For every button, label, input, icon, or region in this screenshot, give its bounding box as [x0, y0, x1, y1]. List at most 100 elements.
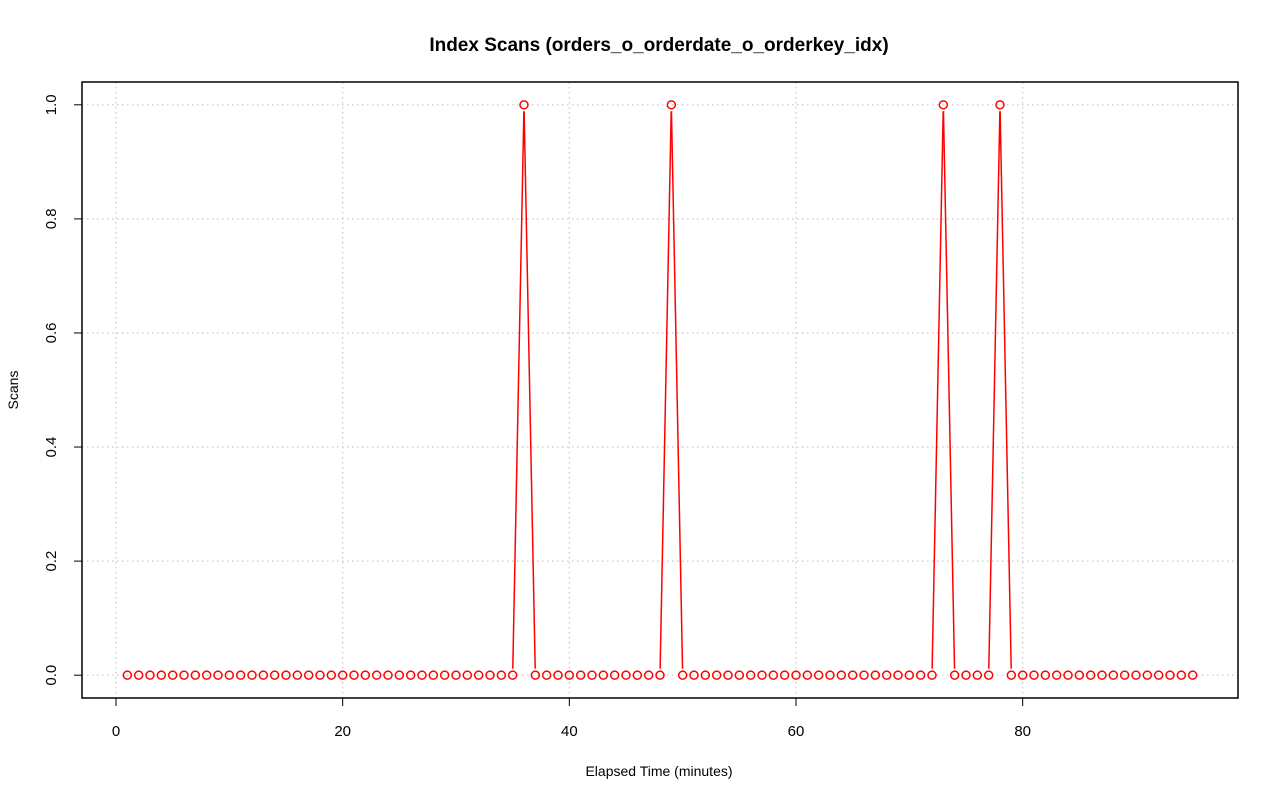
data-point — [791, 670, 801, 680]
data-point — [201, 670, 212, 680]
x-axis: 0 20 40 60 80 — [112, 698, 1031, 740]
data-point — [315, 670, 325, 680]
data-point — [1153, 670, 1164, 680]
series-segment — [670, 111, 684, 669]
data-point — [949, 670, 960, 680]
data-point — [700, 670, 711, 680]
data-point — [1187, 670, 1198, 680]
data-point — [258, 670, 269, 680]
y-tick-label: 0.2 — [43, 551, 60, 572]
data-point — [507, 670, 518, 680]
data-point — [961, 670, 971, 680]
data-point — [1165, 670, 1175, 680]
data-point — [1119, 670, 1130, 680]
data-point — [1142, 670, 1153, 680]
y-tick-label: 0.8 — [43, 208, 60, 229]
data-point — [836, 670, 847, 680]
data-point — [689, 670, 699, 680]
data-point — [655, 670, 665, 680]
data-point — [133, 670, 144, 680]
data-point — [417, 670, 427, 680]
data-point — [1029, 670, 1039, 680]
data-point — [1063, 670, 1073, 680]
data-point — [360, 670, 371, 680]
data-point — [337, 670, 348, 680]
data-point — [881, 670, 892, 680]
data-point — [1085, 670, 1096, 680]
data-point — [575, 670, 586, 680]
data-point — [621, 670, 631, 680]
data-point — [303, 670, 314, 680]
data-point — [530, 670, 541, 680]
data-point — [224, 670, 235, 680]
data-point — [439, 670, 450, 680]
chart-title: Index Scans (orders_o_orderdate_o_orderk… — [429, 35, 888, 56]
data-point — [847, 670, 858, 680]
data-point — [757, 670, 767, 680]
data-point — [281, 670, 291, 680]
data-point — [462, 670, 473, 680]
series-segment — [659, 111, 672, 669]
data-point — [632, 670, 643, 680]
data-point — [677, 670, 688, 680]
data-point — [1176, 670, 1187, 680]
data-point — [995, 100, 1005, 110]
x-axis-label: Elapsed Time (minutes) — [585, 763, 732, 779]
data-point — [564, 670, 575, 680]
data-point — [213, 670, 223, 680]
data-point — [1017, 670, 1028, 680]
data-point — [768, 670, 779, 680]
y-tick-label: 0.4 — [43, 437, 60, 458]
data-point — [156, 670, 167, 680]
data-point — [870, 670, 881, 680]
data-point — [428, 670, 439, 680]
data-point — [292, 670, 303, 680]
data-point — [247, 670, 257, 680]
data-point — [734, 670, 745, 680]
data-point — [1074, 670, 1085, 680]
series-segment — [988, 111, 1001, 669]
series-segment — [523, 111, 536, 669]
data-point — [269, 670, 280, 680]
data-point — [1040, 670, 1051, 680]
data-point — [859, 670, 869, 680]
x-tick-label: 20 — [334, 723, 351, 740]
data-point — [145, 670, 155, 680]
data-point — [405, 670, 416, 680]
data-point — [1097, 670, 1107, 680]
data-point — [723, 670, 733, 680]
grid-lines — [82, 82, 1238, 698]
data-point — [473, 670, 484, 680]
data-point — [235, 670, 246, 680]
data-point — [451, 670, 461, 680]
y-tick-label: 1.0 — [43, 94, 60, 115]
data-point — [745, 670, 756, 680]
data-point — [1006, 670, 1017, 680]
data-point — [1108, 670, 1119, 680]
data-point — [711, 670, 722, 680]
data-point — [371, 670, 382, 680]
data-point — [122, 670, 133, 680]
data-point — [893, 670, 903, 680]
data-point — [553, 670, 563, 680]
data-point — [394, 670, 405, 680]
data-point — [349, 670, 359, 680]
data-point — [825, 670, 835, 680]
data-point — [326, 670, 337, 680]
y-axis: 0.0 0.2 0.4 0.6 0.8 1.0 — [43, 94, 82, 686]
data-point — [972, 670, 983, 680]
x-tick-label: 60 — [788, 723, 805, 740]
data-point — [813, 670, 824, 680]
data-point — [485, 670, 495, 680]
data-point — [779, 670, 790, 680]
data-point — [609, 670, 620, 680]
data-point — [802, 670, 813, 680]
data-point — [167, 670, 178, 680]
data-point — [598, 670, 609, 680]
data-point — [904, 670, 915, 680]
data-point — [666, 100, 677, 110]
y-tick-label: 0.0 — [43, 665, 60, 686]
x-tick-label: 40 — [561, 723, 578, 740]
data-point — [1051, 670, 1062, 680]
